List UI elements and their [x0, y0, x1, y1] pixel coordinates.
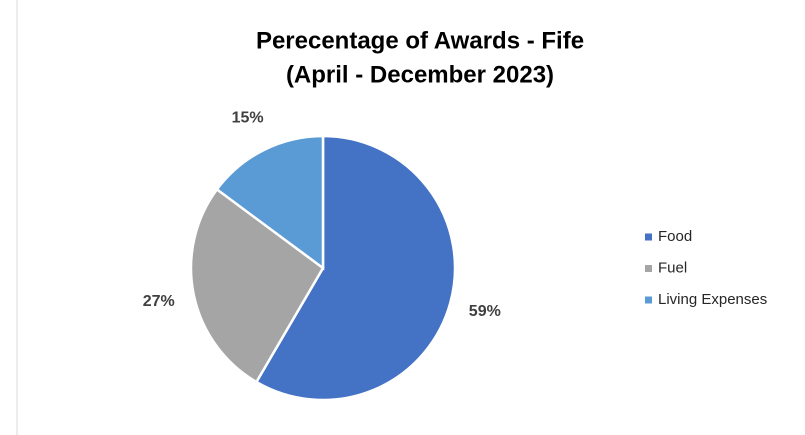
pie-slice [189, 187, 325, 384]
pie-slice [254, 134, 457, 402]
data-label: 27% [143, 293, 175, 310]
chart-subtitle: (April - December 2023) [286, 61, 554, 88]
chart-title: Perecentage of Awards - Fife [256, 27, 584, 54]
legend-swatch [645, 296, 652, 304]
legend-label: Food [658, 228, 692, 245]
legend-label: Living Expenses [658, 291, 767, 308]
legend-label: Fuel [658, 259, 687, 276]
data-label: 15% [232, 109, 264, 126]
legend-swatch [645, 265, 652, 272]
pie-slice [215, 134, 325, 271]
legend-swatch [645, 233, 652, 241]
data-label: 59% [469, 303, 501, 320]
